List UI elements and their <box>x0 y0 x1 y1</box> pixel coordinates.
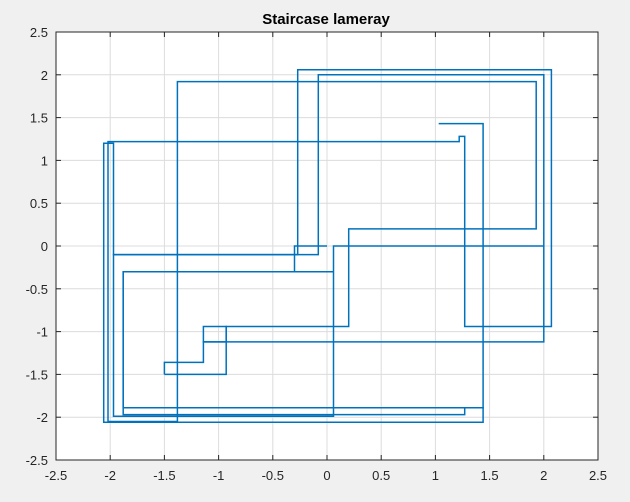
y-tick-label: 0 <box>41 239 48 254</box>
x-tick-label: -2.5 <box>45 468 67 483</box>
x-tick-label: 2.5 <box>589 468 607 483</box>
x-tick-label: -1 <box>213 468 225 483</box>
axis-ticks: -2.5 -2 -1.5 -1 -0.5 0 0.5 1 1.5 2 2.5 -2.5 -2 -1.5 -1… <box>26 25 607 483</box>
y-tick-label: -1 <box>36 325 48 340</box>
data-series-group <box>102 68 553 424</box>
x-tick-label: -2 <box>104 468 116 483</box>
x-tick-label: 0.5 <box>372 468 390 483</box>
y-tick-label: -1.5 <box>26 367 48 382</box>
x-tick-label: -1.5 <box>153 468 175 483</box>
x-tick-label: 0 <box>323 468 330 483</box>
y-tick-label: -2.5 <box>26 453 48 468</box>
y-tick-label: -0.5 <box>26 282 48 297</box>
y-tick-label: 0.5 <box>30 196 48 211</box>
staircase-series-line-3 <box>122 122 484 416</box>
y-tick-label: 2 <box>41 68 48 83</box>
x-tick-label: -0.5 <box>262 468 284 483</box>
y-tick-label: 1.5 <box>30 111 48 126</box>
y-tick-label: -2 <box>36 410 48 425</box>
y-tick-label: 1 <box>41 153 48 168</box>
y-tick-label: 2.5 <box>30 25 48 40</box>
chart-title: Staircase lameray <box>262 11 390 28</box>
x-tick-label: 1.5 <box>481 468 499 483</box>
x-tick-label: 1 <box>432 468 439 483</box>
x-tick-label: 2 <box>540 468 547 483</box>
